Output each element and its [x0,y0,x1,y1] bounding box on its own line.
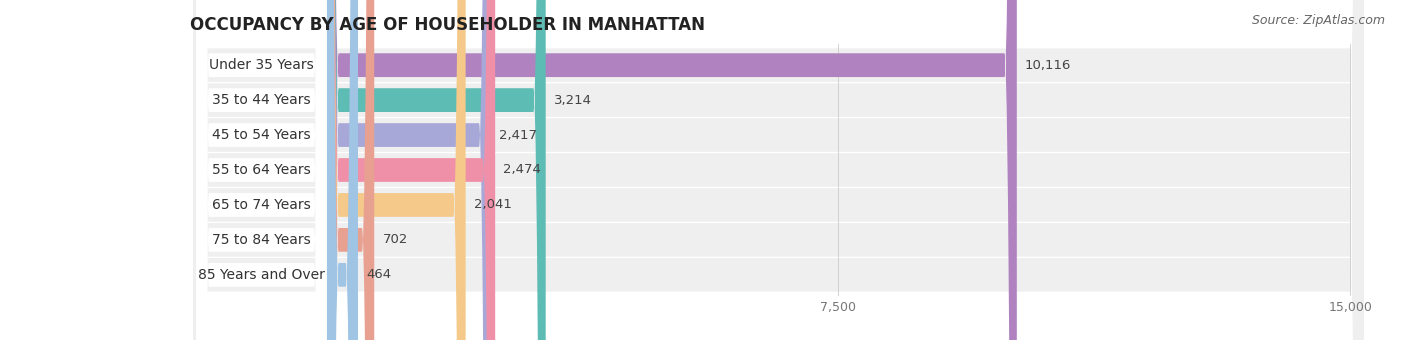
FancyBboxPatch shape [193,0,1364,340]
Text: Under 35 Years: Under 35 Years [209,58,314,72]
FancyBboxPatch shape [326,0,495,340]
FancyBboxPatch shape [197,0,326,340]
Text: 2,474: 2,474 [503,164,541,176]
FancyBboxPatch shape [193,0,1364,340]
Text: 3,214: 3,214 [554,94,592,107]
FancyBboxPatch shape [326,0,374,340]
FancyBboxPatch shape [197,0,326,340]
Text: 2,417: 2,417 [499,129,537,141]
FancyBboxPatch shape [193,0,1364,340]
FancyBboxPatch shape [193,0,1364,340]
FancyBboxPatch shape [193,0,1364,340]
Text: 10,116: 10,116 [1025,59,1071,72]
Text: 2,041: 2,041 [474,199,512,211]
FancyBboxPatch shape [197,0,326,340]
FancyBboxPatch shape [193,0,1364,340]
Text: 75 to 84 Years: 75 to 84 Years [212,233,311,247]
FancyBboxPatch shape [197,0,326,340]
FancyBboxPatch shape [326,0,465,340]
Text: 702: 702 [382,233,408,246]
FancyBboxPatch shape [197,0,326,340]
Text: Source: ZipAtlas.com: Source: ZipAtlas.com [1251,14,1385,27]
FancyBboxPatch shape [197,0,326,340]
FancyBboxPatch shape [193,0,1364,340]
FancyBboxPatch shape [326,0,359,340]
Text: 55 to 64 Years: 55 to 64 Years [212,163,311,177]
FancyBboxPatch shape [326,0,546,340]
Text: 35 to 44 Years: 35 to 44 Years [212,93,311,107]
FancyBboxPatch shape [326,0,491,340]
FancyBboxPatch shape [197,0,326,340]
FancyBboxPatch shape [326,0,1017,340]
Text: 85 Years and Over: 85 Years and Over [198,268,325,282]
Text: 464: 464 [366,268,391,281]
Text: OCCUPANCY BY AGE OF HOUSEHOLDER IN MANHATTAN: OCCUPANCY BY AGE OF HOUSEHOLDER IN MANHA… [190,16,704,34]
Text: 45 to 54 Years: 45 to 54 Years [212,128,311,142]
Text: 65 to 74 Years: 65 to 74 Years [212,198,311,212]
